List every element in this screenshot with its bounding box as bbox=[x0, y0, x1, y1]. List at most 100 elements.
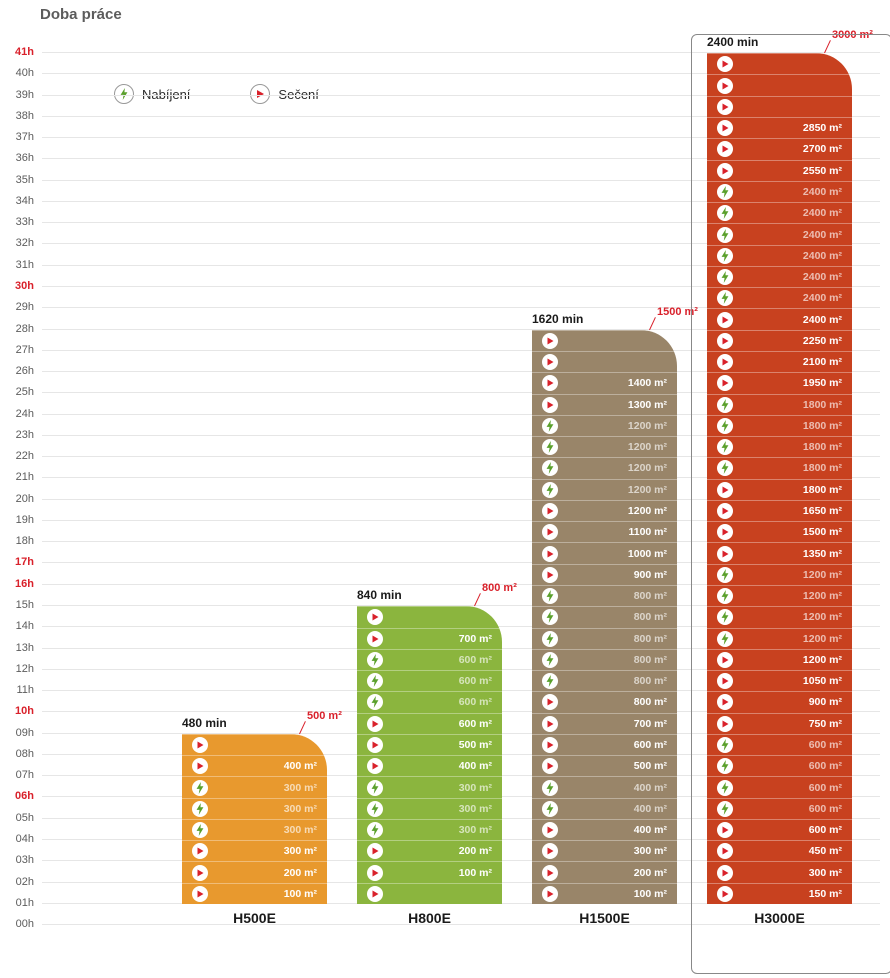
bolt-icon bbox=[542, 673, 558, 689]
play-icon bbox=[367, 886, 383, 902]
y-tick-label: 12h bbox=[0, 663, 34, 675]
segment: 1200 m² bbox=[532, 457, 677, 478]
segment-value: 1100 m² bbox=[628, 526, 667, 538]
segment-value: 600 m² bbox=[459, 696, 492, 708]
bolt-icon bbox=[542, 609, 558, 625]
highlight-box bbox=[691, 34, 890, 974]
y-tick-label: 40h bbox=[0, 67, 34, 79]
bolt-icon bbox=[192, 801, 208, 817]
bar-H800E: 100 m² 200 m² 300 m² 300 m² 300 m² 400 m² 500 … bbox=[357, 32, 502, 904]
y-tick-label: 33h bbox=[0, 216, 34, 228]
y-tick-label: 22h bbox=[0, 450, 34, 462]
segment: 300 m² bbox=[182, 819, 327, 840]
bolt-icon bbox=[367, 673, 383, 689]
segment-value: 300 m² bbox=[459, 782, 492, 794]
bolt-icon bbox=[192, 822, 208, 838]
segment-value: 1200 m² bbox=[628, 505, 667, 517]
segment-value: 200 m² bbox=[459, 845, 492, 857]
bolt-icon bbox=[367, 780, 383, 796]
y-tick-label: 38h bbox=[0, 110, 34, 122]
segment-value: 800 m² bbox=[634, 633, 667, 645]
segment: 700 m² bbox=[357, 628, 502, 649]
bolt-icon bbox=[542, 652, 558, 668]
y-tick-label: 29h bbox=[0, 301, 34, 313]
y-tick-label: 01h bbox=[0, 897, 34, 909]
segment: 400 m² bbox=[532, 776, 677, 797]
segment-value: 300 m² bbox=[459, 824, 492, 836]
x-label: H1500E bbox=[532, 910, 677, 926]
play-icon bbox=[542, 886, 558, 902]
play-icon bbox=[192, 886, 208, 902]
play-icon bbox=[542, 546, 558, 562]
segment: 600 m² bbox=[357, 670, 502, 691]
segment: 700 m² bbox=[532, 713, 677, 734]
segment: 600 m² bbox=[357, 649, 502, 670]
play-icon bbox=[542, 694, 558, 710]
play-icon bbox=[192, 843, 208, 859]
y-tick-label: 15h bbox=[0, 599, 34, 611]
play-icon bbox=[542, 843, 558, 859]
play-icon bbox=[542, 354, 558, 370]
y-tick-label: 28h bbox=[0, 323, 34, 335]
y-tick-label: 19h bbox=[0, 514, 34, 526]
play-icon bbox=[367, 716, 383, 732]
x-label: H800E bbox=[357, 910, 502, 926]
segment: 300 m² bbox=[357, 819, 502, 840]
y-tick-label: 14h bbox=[0, 620, 34, 632]
segment: 200 m² bbox=[182, 861, 327, 882]
segment-value: 400 m² bbox=[284, 760, 317, 772]
play-icon bbox=[367, 737, 383, 753]
segment: 600 m² bbox=[532, 734, 677, 755]
bolt-icon bbox=[542, 631, 558, 647]
segment-value: 800 m² bbox=[634, 611, 667, 623]
segment-value: 300 m² bbox=[459, 803, 492, 815]
segment-value: 800 m² bbox=[634, 590, 667, 602]
segment-value: 200 m² bbox=[284, 867, 317, 879]
segment-value: 1200 m² bbox=[628, 441, 667, 453]
play-icon bbox=[192, 758, 208, 774]
bolt-icon bbox=[542, 780, 558, 796]
segment: 1100 m² bbox=[532, 521, 677, 542]
y-tick-label: 07h bbox=[0, 769, 34, 781]
segment: 100 m² bbox=[532, 883, 677, 904]
segment: 400 m² bbox=[182, 755, 327, 776]
segment-value: 300 m² bbox=[284, 782, 317, 794]
segment-value: 400 m² bbox=[634, 824, 667, 836]
play-icon bbox=[367, 758, 383, 774]
play-icon bbox=[367, 865, 383, 881]
segment-value: 400 m² bbox=[634, 803, 667, 815]
segment-value: 500 m² bbox=[459, 739, 492, 751]
bar-max-area: 500 m² bbox=[307, 710, 342, 722]
segment-value: 100 m² bbox=[459, 867, 492, 879]
y-tick-label: 34h bbox=[0, 195, 34, 207]
segment-value: 1000 m² bbox=[628, 548, 667, 560]
segment bbox=[182, 734, 327, 755]
bar-body: 100 m² 200 m² 300 m² 300 m² 300 m² 400 m² 500 … bbox=[357, 606, 502, 904]
segment: 800 m² bbox=[532, 585, 677, 606]
bolt-icon bbox=[542, 460, 558, 476]
segment-value: 600 m² bbox=[459, 718, 492, 730]
segment-value: 300 m² bbox=[284, 803, 317, 815]
y-tick-label: 37h bbox=[0, 131, 34, 143]
bolt-icon bbox=[542, 439, 558, 455]
segment-value: 900 m² bbox=[634, 569, 667, 581]
segment: 1200 m² bbox=[532, 415, 677, 436]
segment-value: 1200 m² bbox=[628, 484, 667, 496]
bar-body: 100 m²200 m²300 m²400 m²400 m²400 m²500 … bbox=[532, 330, 677, 904]
y-tick-label: 27h bbox=[0, 344, 34, 356]
y-tick-label: 03h bbox=[0, 854, 34, 866]
play-icon bbox=[542, 865, 558, 881]
y-tick-label: 00h bbox=[0, 918, 34, 930]
y-tick-label: 35h bbox=[0, 174, 34, 186]
x-label: H500E bbox=[182, 910, 327, 926]
bolt-icon bbox=[542, 588, 558, 604]
play-icon bbox=[192, 737, 208, 753]
y-tick-label: 39h bbox=[0, 89, 34, 101]
segment: 400 m² bbox=[357, 755, 502, 776]
play-icon bbox=[542, 375, 558, 391]
play-icon bbox=[367, 609, 383, 625]
segment-value: 1300 m² bbox=[628, 399, 667, 411]
y-tick-label: 13h bbox=[0, 642, 34, 654]
segment: 800 m² bbox=[532, 628, 677, 649]
segment: 1200 m² bbox=[532, 436, 677, 457]
